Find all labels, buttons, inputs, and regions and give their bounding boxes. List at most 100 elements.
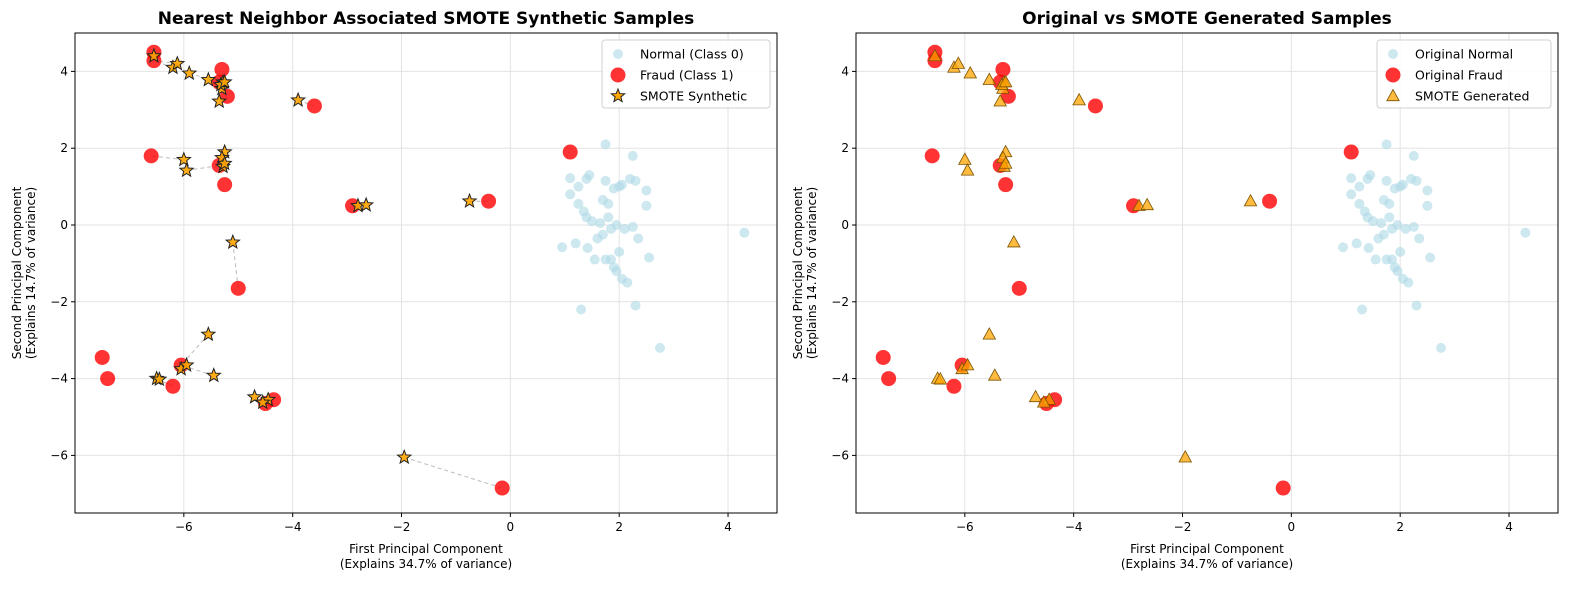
point-normal — [1376, 218, 1387, 229]
point-normal — [597, 229, 608, 240]
point-normal — [1354, 181, 1365, 192]
point-smote — [200, 326, 217, 342]
y-tick-label: 4 — [841, 64, 849, 78]
y-axis-label-detail: (Explains 14.7% of variance) — [805, 187, 819, 359]
point-smote — [151, 370, 168, 387]
point-fraud — [1087, 98, 1103, 114]
legend: Normal (Class 0) Fraud (Class 1) SMOTE Syn… — [601, 39, 771, 109]
point-normal — [1425, 252, 1436, 263]
point-smote — [145, 47, 162, 63]
point-normal — [633, 233, 644, 244]
point-normal — [1338, 242, 1349, 253]
point-smote — [178, 162, 195, 178]
point-fraud — [100, 371, 116, 387]
series-1-smote — [145, 47, 478, 465]
point-fraud — [881, 371, 897, 387]
point-smote — [1028, 389, 1043, 403]
point-normal — [1411, 300, 1422, 311]
y-tick-label: −2 — [831, 295, 849, 309]
point-normal — [570, 238, 581, 249]
point-smote — [216, 73, 233, 89]
x-tick-label: 4 — [1505, 520, 1513, 534]
y-axis-label: Second Principal Component — [10, 186, 24, 359]
point-fraud — [1343, 144, 1359, 160]
chart-panel-2: −6 −4 −2 0 2 4 −6 −4 −2 0 2 4 Original vs SMOTE Gene… — [791, 9, 1559, 571]
point-normal — [1392, 220, 1403, 230]
chart-title: Original vs SMOTE Generated Samples — [1022, 9, 1392, 29]
point-normal — [603, 198, 614, 209]
point-fraud — [143, 148, 159, 164]
point-smote — [1243, 193, 1258, 207]
y-tick-label: −6 — [831, 448, 849, 462]
x-tick-label: 0 — [507, 520, 515, 534]
point-smote — [998, 74, 1013, 88]
point-normal — [589, 254, 600, 265]
point-fraud — [481, 193, 497, 209]
point-smote — [928, 48, 942, 62]
point-smote — [993, 94, 1008, 107]
point-normal — [565, 189, 576, 200]
x-tick-label: 2 — [1396, 520, 1404, 534]
y-axis-label-group: Second Principal Component (Explains 14.7… — [791, 186, 819, 359]
legend-label: Original Fraud — [1415, 68, 1503, 83]
point-smote — [216, 155, 233, 171]
legend-label: Fraud (Class 1) — [640, 68, 733, 83]
point-smote — [290, 91, 307, 107]
y-tick-label: 0 — [841, 218, 849, 232]
y-axis-label-group: Second Principal Component (Explains 14.7… — [10, 186, 38, 359]
x-axis-label: First Principal Component — [349, 542, 503, 556]
x-tick-label: −4 — [1065, 520, 1083, 534]
point-normal — [600, 254, 611, 265]
point-normal — [1357, 304, 1368, 315]
series-1-fraud — [94, 44, 578, 496]
point-normal — [1397, 179, 1408, 190]
point-smote — [998, 156, 1013, 169]
x-tick-label: 4 — [724, 520, 732, 534]
point-normal — [603, 212, 614, 223]
point-normal — [1520, 227, 1531, 238]
point-smote — [982, 327, 997, 340]
point-smote — [200, 71, 217, 87]
point-normal — [1346, 173, 1357, 184]
point-normal — [627, 221, 638, 232]
point-smote — [211, 92, 228, 109]
point-normal — [1384, 198, 1395, 209]
point-fraud — [875, 349, 891, 365]
point-normal — [1403, 277, 1414, 288]
x-tick-label: −2 — [393, 520, 411, 534]
point-smote — [960, 357, 975, 371]
y-tick-label: 2 — [841, 141, 849, 155]
y-tick-label: 2 — [60, 141, 68, 155]
point-normal — [622, 277, 633, 288]
x-tick-label: −6 — [956, 520, 974, 534]
point-smote — [951, 56, 966, 69]
chart-panel-1: −6 −4 −2 0 2 4 −6 −4 −2 0 2 4 Nearest Neighbor Assoc… — [10, 9, 778, 571]
point-fraud — [995, 61, 1011, 77]
point-normal — [1411, 175, 1422, 186]
point-fraud — [562, 144, 578, 160]
point-fraud — [146, 53, 162, 69]
point-normal — [1400, 223, 1411, 234]
plot-frame — [855, 32, 1559, 514]
point-normal — [1422, 200, 1433, 211]
point-normal — [573, 198, 584, 209]
point-normal — [1384, 212, 1395, 223]
point-normal — [1408, 150, 1419, 161]
point-smote — [1072, 92, 1086, 106]
point-fraud — [1262, 193, 1278, 209]
point-smote — [957, 152, 972, 165]
point-normal — [1351, 238, 1362, 249]
x-tick-label: 0 — [1288, 520, 1296, 534]
x-axis-label-detail: (Explains 34.7% of variance) — [340, 557, 512, 571]
legend-label: Original Normal — [1415, 47, 1513, 62]
y-axis-label: Second Principal Component — [791, 186, 805, 359]
point-fraud — [494, 480, 510, 496]
point-normal — [565, 173, 576, 184]
point-fraud — [94, 349, 110, 365]
legend-marker-fraud — [1385, 67, 1401, 83]
point-fraud — [924, 148, 940, 164]
point-smote — [1140, 197, 1154, 211]
point-normal — [641, 200, 652, 211]
point-normal — [739, 227, 750, 238]
